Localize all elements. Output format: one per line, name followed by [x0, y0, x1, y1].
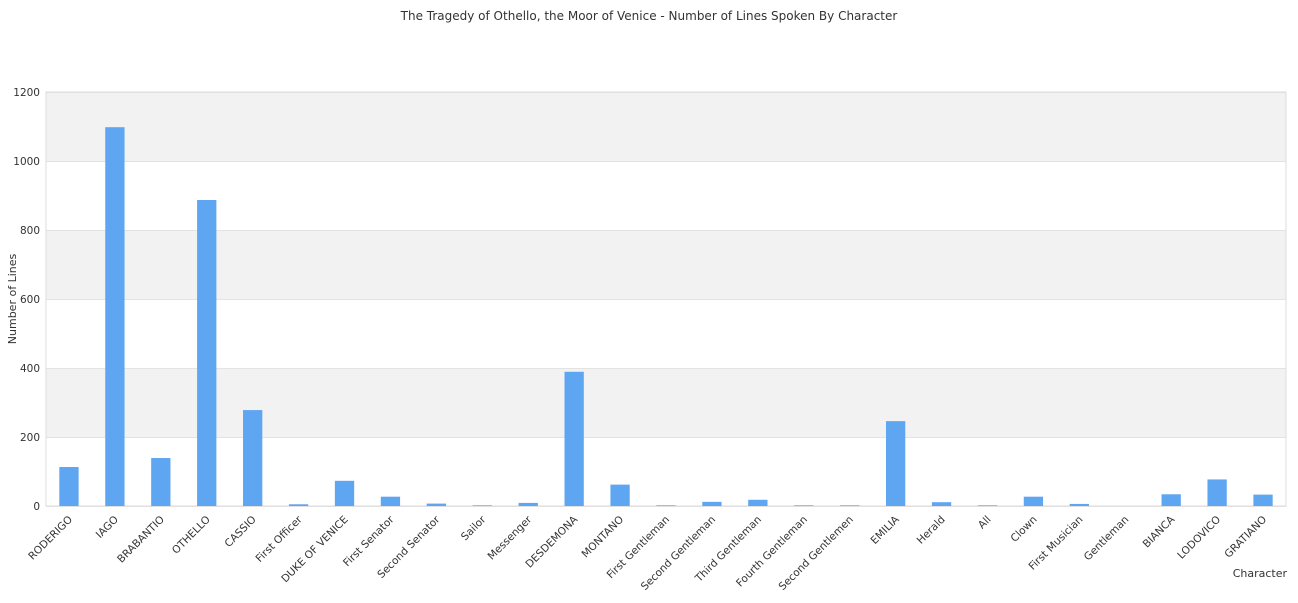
- bar: [518, 502, 538, 506]
- bar: [472, 505, 492, 506]
- x-tick-label: All: [976, 514, 994, 532]
- x-tick-label: RODERIGO: [26, 514, 75, 563]
- y-tick-label: 800: [20, 225, 40, 237]
- bar: [885, 421, 906, 506]
- plot-band: [46, 437, 1286, 506]
- x-tick-label: Clown: [1008, 514, 1039, 545]
- y-tick-label: 600: [20, 294, 40, 306]
- bar: [702, 501, 722, 506]
- bar: [931, 502, 952, 506]
- bar: [1253, 494, 1273, 506]
- bar: [426, 503, 447, 506]
- plot-band: [46, 230, 1286, 299]
- bar: [748, 499, 768, 506]
- x-tick-label: Herald: [915, 514, 948, 547]
- bar: [59, 467, 79, 506]
- chart-title: The Tragedy of Othello, the Moor of Veni…: [400, 9, 898, 23]
- bar: [197, 199, 217, 507]
- bar: [610, 484, 630, 506]
- x-tick-label: LODOVICO: [1175, 514, 1223, 562]
- x-tick-label: CASSIO: [223, 514, 259, 550]
- bar: [564, 371, 584, 506]
- bar: [656, 505, 676, 506]
- bar: [977, 505, 998, 506]
- x-tick-label: IAGO: [94, 514, 121, 541]
- x-tick-label: Gentleman: [1082, 514, 1132, 564]
- y-tick-label: 1000: [13, 156, 40, 168]
- y-tick-label: 1200: [13, 87, 40, 99]
- y-axis-title: Number of Lines: [6, 254, 19, 345]
- plot-band: [46, 368, 1286, 437]
- x-tick-label: BRABANTIO: [115, 514, 167, 566]
- bars: [59, 127, 1273, 507]
- bar: [1161, 494, 1181, 506]
- x-tick-label: EMILIA: [869, 513, 903, 547]
- x-tick-label: BIANCA: [1141, 513, 1178, 550]
- x-tick-label: Sailor: [459, 513, 489, 543]
- x-tick-label: Messenger: [486, 513, 535, 562]
- bar: [288, 504, 309, 506]
- bar: [334, 480, 355, 506]
- bar: [1207, 479, 1227, 506]
- bar: [1023, 496, 1044, 506]
- x-tick-label: MONTANO: [579, 514, 626, 561]
- bar: [151, 458, 171, 506]
- x-tick-label: GRATIANO: [1222, 514, 1269, 561]
- plot-band: [46, 92, 1286, 161]
- plot-band: [46, 161, 1286, 230]
- plot-bands: [46, 92, 1286, 506]
- y-tick-label: 200: [20, 432, 40, 444]
- bar: [794, 505, 814, 506]
- y-tick-label: 0: [33, 501, 40, 513]
- bar: [380, 496, 401, 506]
- bar: [243, 410, 263, 506]
- x-tick-label: OTHELLO: [170, 514, 213, 557]
- y-tick-label: 400: [20, 363, 40, 375]
- bar: [105, 127, 125, 506]
- y-axis-ticks: 0 200 400 600 800 1000 1200: [13, 87, 40, 513]
- x-axis-title: Character: [1233, 567, 1288, 580]
- plot-band: [46, 299, 1286, 368]
- bar: [840, 505, 860, 506]
- bar: [1069, 503, 1089, 506]
